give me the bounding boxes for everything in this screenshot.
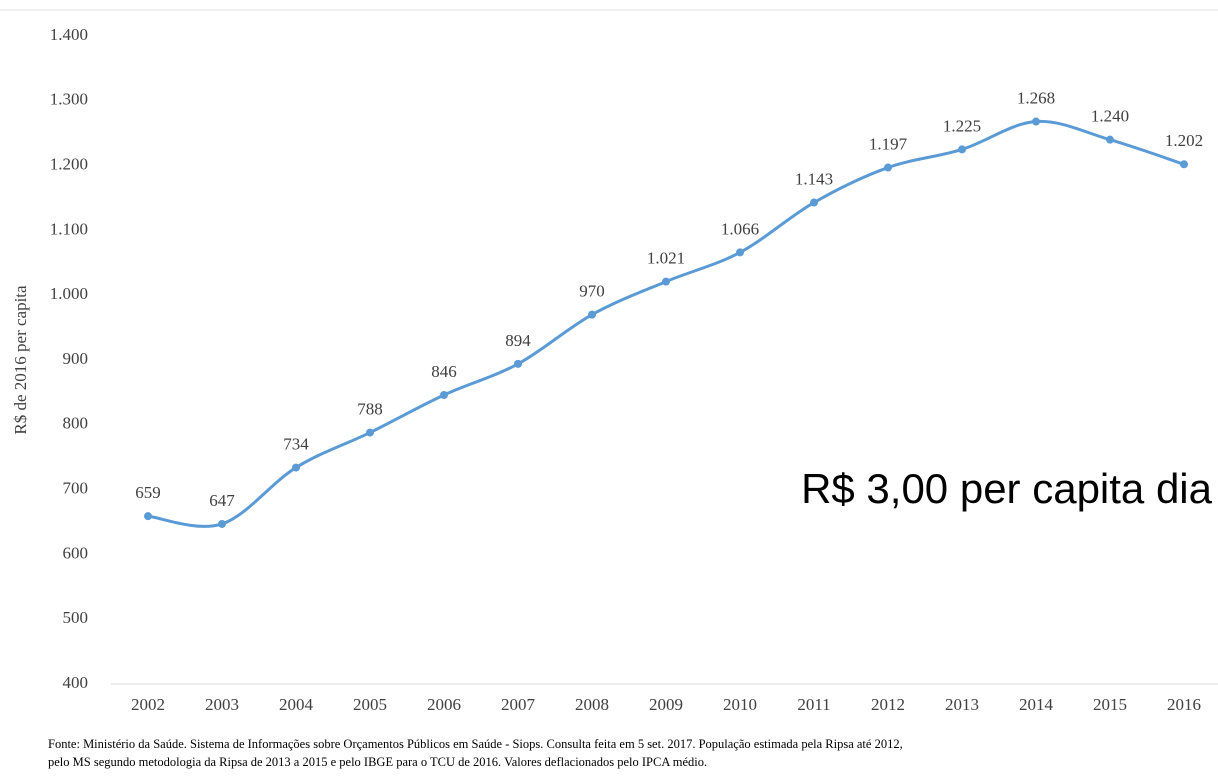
data-label: 647: [209, 491, 235, 510]
data-label: 1.240: [1091, 107, 1129, 126]
marker: [144, 512, 152, 521]
x-tick-label: 2015: [1093, 695, 1127, 714]
x-tick-label: 2008: [575, 695, 609, 714]
y-tick-label: 1.200: [50, 155, 88, 174]
data-label: 659: [135, 483, 161, 502]
marker: [736, 248, 744, 257]
y-tick-label: 1.000: [50, 284, 88, 303]
x-tick-label: 2006: [427, 695, 461, 714]
x-tick-label: 2007: [501, 695, 536, 714]
note: Fonte: Ministério da Saúde. Sistema de I…: [48, 737, 903, 751]
annotation: R$ 3,00 per capita dia: [801, 465, 1213, 512]
data-label: 1.197: [869, 134, 908, 153]
data-label: 1.143: [795, 169, 833, 188]
data-label: 846: [431, 362, 457, 381]
x-tick-label: 2010: [723, 695, 757, 714]
y-tick-label: 800: [63, 414, 89, 433]
data-label: 894: [505, 331, 531, 350]
y-tick-label: 1.100: [50, 219, 88, 238]
y-tick-label: 1.400: [50, 25, 88, 44]
data-label: 1.225: [943, 116, 981, 135]
x-tick-label: 2003: [205, 695, 239, 714]
marker: [1032, 117, 1040, 126]
x-tick-label: 2014: [1019, 695, 1054, 714]
data-label: 1.268: [1017, 88, 1055, 107]
x-tick-label: 2005: [353, 695, 387, 714]
marker: [514, 359, 522, 368]
x-tick-label: 2012: [871, 695, 905, 714]
x-tick-label: 2016: [1167, 695, 1201, 714]
y-tick-label: 600: [63, 543, 89, 562]
y-tick-label: 400: [63, 673, 89, 692]
marker: [366, 428, 374, 437]
marker: [1180, 160, 1188, 169]
x-tick-label: 2009: [649, 695, 683, 714]
x-tick-label: 2013: [945, 695, 979, 714]
marker: [218, 519, 226, 528]
marker: [292, 463, 300, 472]
data-label: 734: [283, 434, 309, 453]
marker: [884, 163, 892, 172]
x-tick-label: 2002: [131, 695, 165, 714]
y-tick-label: 1.300: [50, 90, 88, 109]
data-label: 970: [579, 282, 605, 301]
y-tick-label: 900: [63, 349, 89, 368]
marker: [810, 198, 818, 207]
y-tick-label: 500: [63, 608, 89, 627]
x-tick-label: 2011: [797, 695, 830, 714]
data-label: 1.202: [1165, 131, 1203, 150]
data-label: 1.021: [647, 248, 685, 267]
y-axis-label: R$ de 2016 per capita: [11, 285, 30, 435]
marker: [1106, 135, 1114, 144]
marker: [662, 277, 670, 286]
marker: [588, 310, 596, 319]
marker: [958, 145, 966, 154]
y-tick-label: 700: [63, 479, 89, 498]
note: pelo MS segundo metodologia da Ripsa de …: [48, 755, 707, 769]
marker: [440, 390, 448, 399]
data-label: 788: [357, 399, 383, 418]
x-tick-label: 2004: [279, 695, 314, 714]
data-label: 1.066: [721, 219, 759, 238]
